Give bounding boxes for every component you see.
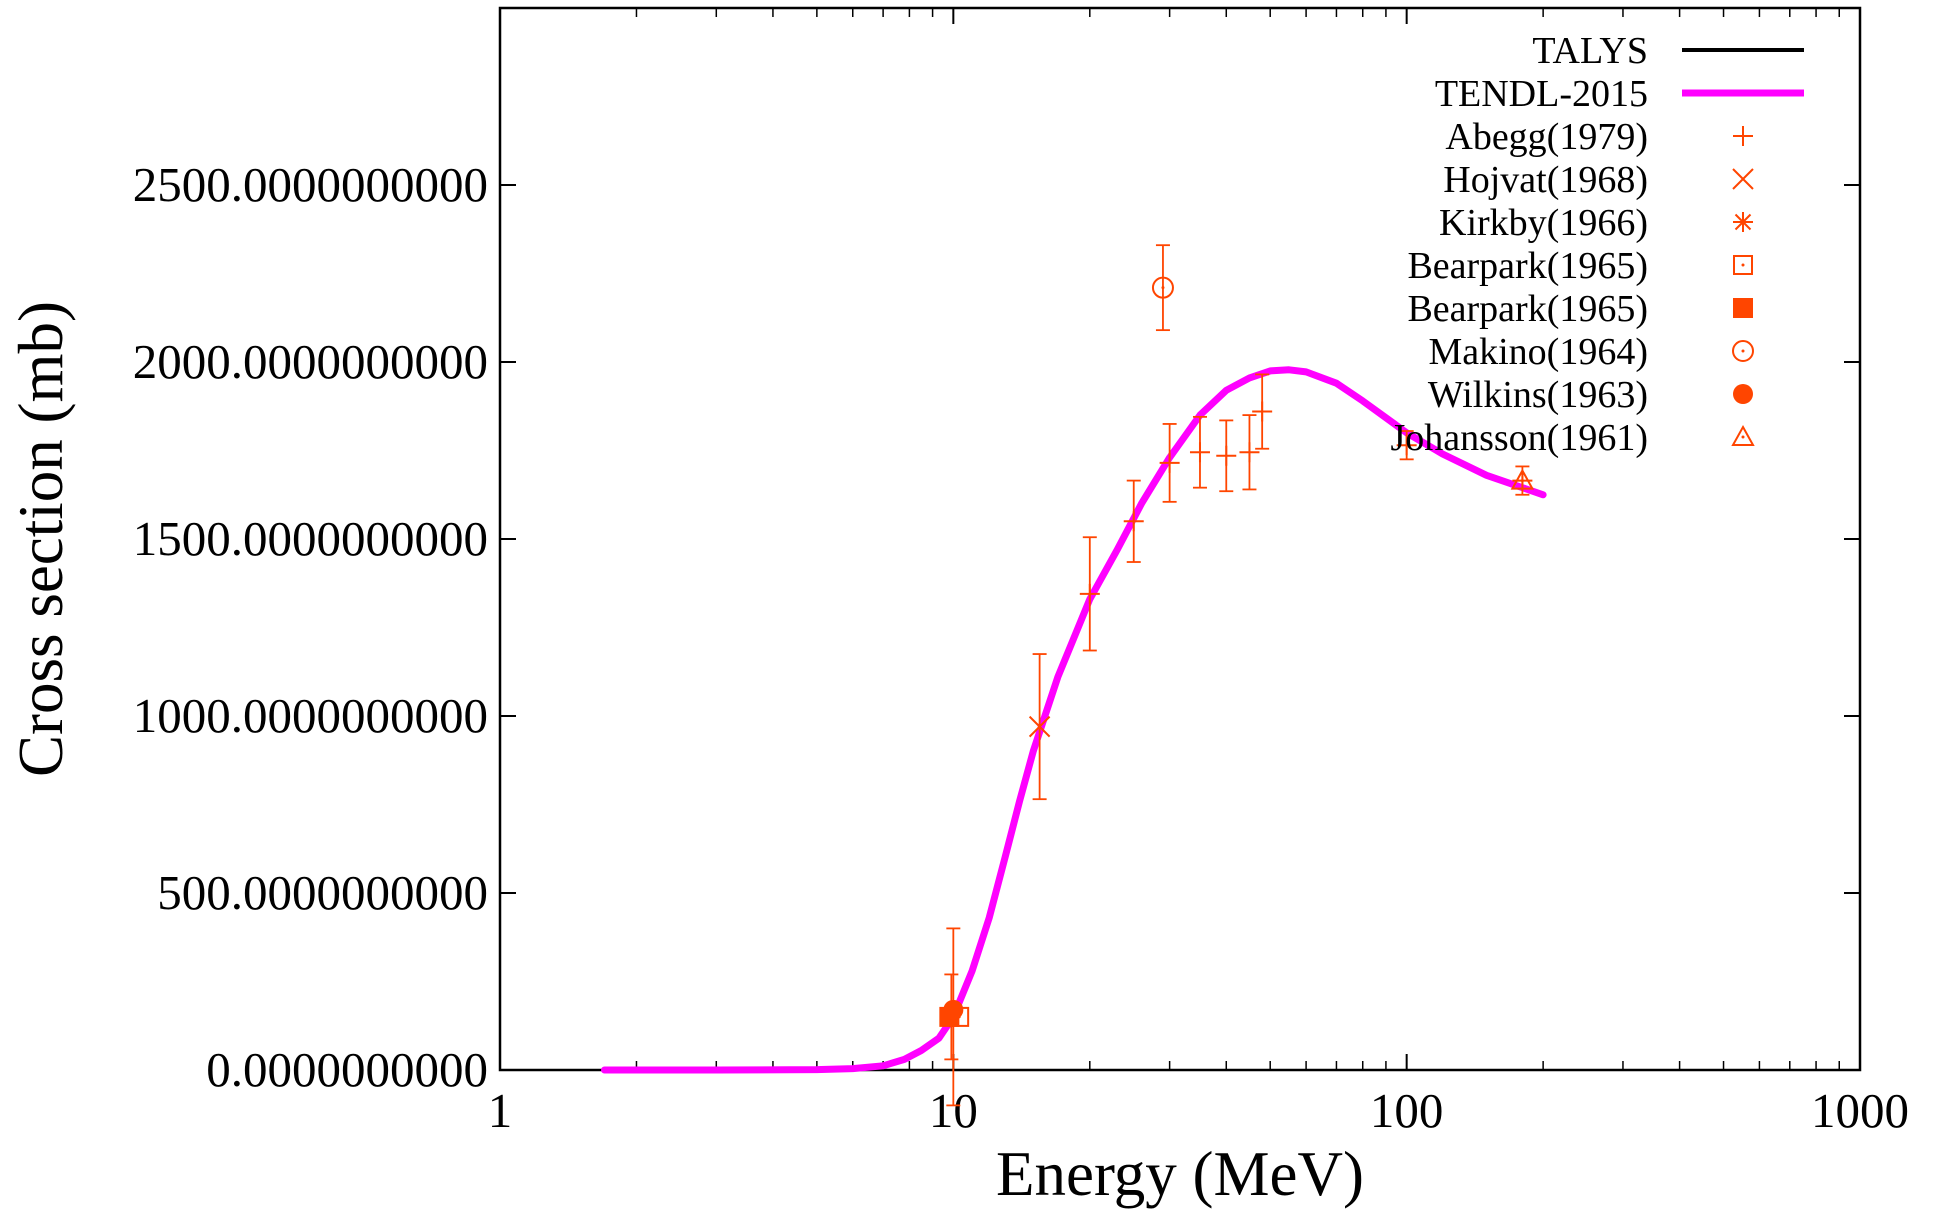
axis-ticks [499,8,1861,1071]
legend-item: Johansson(1961) [1390,417,1755,459]
marker-dot [1161,286,1165,290]
marker-shape [1189,442,1210,463]
marker-shape [943,999,964,1020]
y-tick-label: 1500.0000000000 [133,511,488,566]
legend-item: Bearpark(1965) [1407,288,1753,330]
data-point [943,999,964,1020]
marker-shape [1733,298,1753,318]
legend-item: Wilkins(1963) [1428,374,1753,416]
legend-item: TALYS [1532,30,1804,72]
legend-item: Hojvat(1968) [1443,159,1754,201]
legend-label: TALYS [1532,30,1648,72]
data-point [1216,445,1237,466]
legend-label: Hojvat(1968) [1443,159,1648,201]
marker-shape [1252,401,1273,422]
marker-shape [1733,255,1753,275]
x-tick-label: 100 [1370,1083,1444,1138]
data-point [1151,276,1174,299]
marker-dot [1741,435,1745,439]
legend-marker-sample [1733,384,1753,404]
legend-item: Kirkby(1966) [1439,202,1753,244]
data-point [1252,401,1273,422]
legend-label: Johansson(1961) [1390,417,1648,459]
legend-marker-sample [1733,255,1753,275]
y-tick-label: 2000.0000000000 [133,334,488,389]
marker-shape [1159,452,1180,473]
data-point [1510,468,1535,490]
curves [601,366,1547,1074]
y-axis-label: Cross section (mb) [6,301,76,777]
y-tick-label: 500.0000000000 [157,865,488,920]
marker-dot [1741,263,1745,267]
legend-marker-sample [1731,424,1755,446]
data-point [1396,435,1417,456]
data-point [1189,442,1210,463]
marker-dot [1520,479,1524,483]
legend-item: TENDL-2015 [1435,73,1804,115]
plot-frame [498,6,1862,1072]
x-axis-label: Energy (MeV) [996,1139,1364,1209]
tick-labels: 0.0000000000 500.0000000000 1000.000000000… [133,157,1909,1138]
marker-shape [1733,126,1753,146]
legend-item: Bearpark(1965) [1407,245,1753,287]
marker-shape [1079,583,1100,604]
marker-shape [1731,424,1755,446]
x-tick-label: 1 [488,1083,513,1138]
y-tick-label: 0.0000000000 [206,1042,488,1097]
legend-label: TENDL-2015 [1435,73,1648,115]
data-point [1123,511,1144,532]
data-point [1079,583,1100,604]
marker-shape [1216,445,1237,466]
legend-marker-sample [1733,212,1753,232]
marker-shape [1732,340,1754,362]
legend: TALYSTENDL-2015Abegg(1979)Hojvat(1968)Ki… [1390,30,1804,459]
data-points [939,244,1535,1107]
marker-shape [1732,168,1754,190]
y-tick-label: 2500.0000000000 [133,157,488,212]
legend-label: Makino(1964) [1428,331,1648,373]
marker-shape [1733,212,1753,232]
marker-shape [1239,442,1260,463]
legend-marker-sample [1732,340,1754,362]
marker-shape [1396,435,1417,456]
marker-shape [1510,468,1535,490]
legend-label: Wilkins(1963) [1428,374,1648,416]
legend-label: Bearpark(1965) [1407,288,1648,330]
data-point [1028,715,1051,738]
legend-label: Kirkby(1966) [1439,202,1648,244]
legend-item: Makino(1964) [1428,331,1754,373]
x-tick-label: 1000 [1811,1083,1909,1138]
marker-shape [1151,276,1174,299]
series-line-tendl-2015 [601,366,1547,1074]
marker-shape [1123,511,1144,532]
legend-item: Abegg(1979) [1445,116,1753,158]
legend-label: Abegg(1979) [1445,116,1648,158]
marker-dot [1741,349,1745,353]
legend-marker-sample [1733,298,1753,318]
legend-label: Bearpark(1965) [1407,245,1648,287]
marker-shape [1028,715,1051,738]
data-point [1239,442,1260,463]
marker-shape [1733,384,1753,404]
data-point [1159,452,1180,473]
y-tick-label: 1000.0000000000 [133,688,488,743]
legend-marker-sample [1733,126,1753,146]
legend-marker-sample [1732,168,1754,190]
